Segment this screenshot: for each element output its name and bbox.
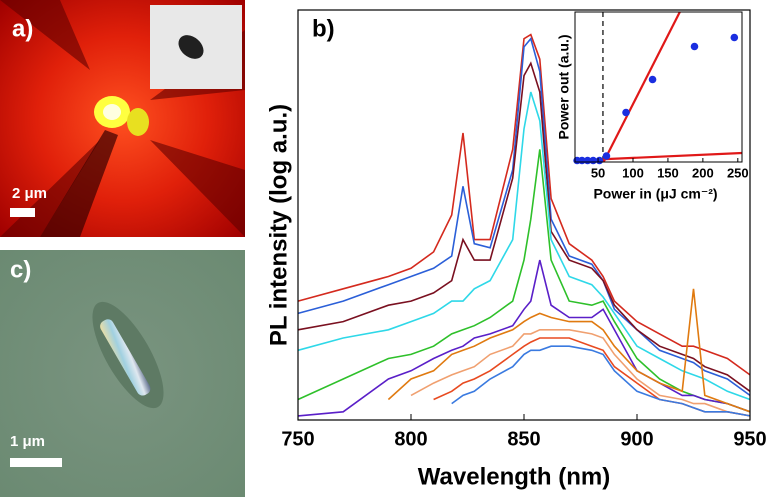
x-tick-label: 750 [281, 428, 314, 450]
data-point [622, 108, 630, 117]
x-tick-label: 900 [620, 428, 653, 450]
data-point [595, 156, 604, 165]
x-axis-label: Wavelength (nm) [418, 463, 610, 490]
x-tick-label: 50 [591, 165, 605, 180]
spectrum-line [297, 33, 751, 376]
image-shade [40, 130, 118, 237]
image-shade [0, 0, 245, 237]
emission-spot [103, 104, 121, 120]
scale-bar-label: 2 μm [12, 185, 47, 202]
data-point [602, 152, 611, 160]
scale-bar [10, 458, 62, 467]
x-tick-label: 150 [657, 165, 679, 180]
x-axis-label: Power in (μJ cm⁻²) [593, 186, 717, 202]
emission-spot [127, 108, 149, 136]
x-tick-label: 100 [622, 165, 644, 180]
spectrum-line [297, 259, 751, 417]
inset-frame [574, 11, 743, 163]
x-tick-label: 200 [692, 165, 714, 180]
scale-bar-label: 1 μm [10, 433, 45, 450]
nanowire [100, 319, 151, 396]
panel-a: a) 2 μm [0, 0, 245, 237]
scale-bar [10, 208, 35, 217]
x-tick-label: 950 [733, 428, 766, 450]
x-tick-label: 850 [507, 428, 540, 450]
spectrum-line [451, 345, 751, 417]
data-point [648, 75, 657, 84]
panel-label: a) [12, 15, 33, 42]
panel-c: c) 1 μm [0, 250, 245, 497]
data-point [730, 33, 739, 42]
y-axis-label: Power out (a.u.) [556, 35, 572, 140]
fit-line [602, 12, 681, 162]
x-tick-label: 250 [727, 165, 749, 180]
inset-chart: 50 100 150 200 250 Power in (μJ cm⁻²) Power ou… [556, 11, 749, 202]
spectrum-line [297, 91, 751, 401]
panel-label: b) [312, 15, 335, 42]
spectrum-line [297, 37, 751, 397]
panel-label: c) [10, 256, 31, 283]
y-axis-label: PL intensity (log a.u.) [265, 104, 292, 346]
x-tick-label: 800 [394, 428, 427, 450]
inset-spot [178, 35, 204, 59]
spectrum-line [387, 288, 751, 413]
data-point [690, 42, 699, 51]
spectrum-line [297, 61, 751, 392]
spectrum-line [410, 329, 751, 417]
inset-background [575, 12, 742, 162]
